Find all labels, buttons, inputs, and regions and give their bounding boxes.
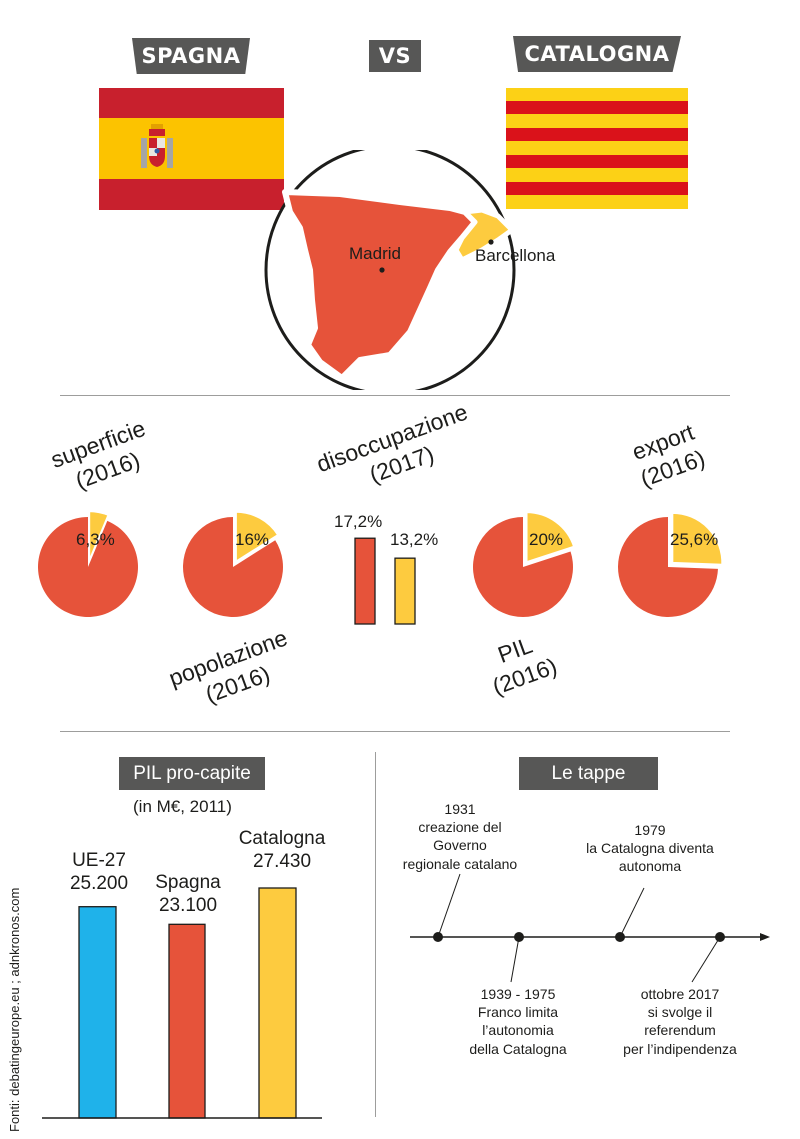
event-2017-line2: si svolge il: [647, 1004, 713, 1021]
event-1979-line3: autonoma: [618, 858, 682, 875]
event-1931: 1931 creazione del Governo regionale cat…: [390, 800, 530, 873]
spain-shape: [282, 189, 478, 381]
title-pil: PIL (2016): [464, 621, 577, 707]
pie-export: [618, 511, 724, 617]
event-1939-1975: 1939 - 1975 Franco limita l’autonomia de…: [448, 985, 588, 1058]
pie-export-label: 25,6%: [670, 530, 719, 549]
title-le-tappe-text: Le tappe: [551, 762, 626, 784]
pie-superficie-label: 6,3%: [76, 530, 115, 549]
pie-popolazione-label: 16%: [235, 530, 270, 549]
banner-spagna-label: SPAGNA: [141, 44, 241, 68]
event-1939-1975-line3: l’autonomia: [482, 1022, 554, 1039]
banner-spagna: SPAGNA: [132, 38, 250, 74]
divider-top: [60, 395, 730, 396]
source-note: Fonti: debatingeurope.eu ; adnkronos.com: [7, 887, 22, 1132]
event-1979-line1: 1979: [634, 822, 666, 838]
section-divider: [375, 752, 376, 1117]
bar-disoccupazione-catalogna: [394, 557, 416, 625]
banner-vs: VS: [369, 40, 421, 72]
timeline-axis: [410, 873, 770, 983]
barcelona-dot: [488, 239, 494, 245]
pie-pil: [473, 511, 576, 617]
event-2017-line1: ottobre 2017: [640, 986, 720, 1002]
bar-label-ue27-name: UE-27: [72, 850, 126, 871]
event-1979: 1979 la Catalogna diventa autonoma: [570, 821, 730, 876]
bar-label-ue27: UE-27 25.200: [58, 850, 140, 896]
pie-slice-catalogna: [671, 511, 724, 566]
event-2017-line4: per l’indipendenza: [623, 1040, 737, 1057]
pie-slice-spagna: [618, 517, 718, 617]
pie-slice-catalogna: [234, 510, 280, 564]
bar-label-catalogna-name: Catalogna: [238, 828, 326, 849]
bar-disoccupazione-catalogna-label: 13,2%: [390, 530, 439, 549]
event-2017: ottobre 2017 si svolge il referendum per…: [605, 985, 755, 1058]
madrid-dot: [379, 267, 385, 273]
bar-label-spagna-value: 23.100: [158, 894, 218, 916]
title-superficie: superficie (2016): [32, 409, 173, 505]
bars-disoccupazione: [354, 537, 416, 625]
title-pil-procapite: PIL pro-capite: [119, 757, 265, 790]
event-1979-line2: la Catalogna diventa: [586, 840, 714, 857]
pie-slice-catalogna: [88, 510, 110, 562]
catalonia-flag: [506, 88, 688, 209]
bar-disoccupazione-spagna: [354, 537, 376, 625]
timeline-dot-1931: [433, 932, 443, 942]
event-1931-line3: Governo: [433, 837, 487, 854]
connector-2017: [691, 936, 721, 983]
pie-superficie: [38, 510, 139, 617]
title-disoccupazione: disoccupazione (2017): [298, 393, 495, 510]
pie-popolazione: [182, 510, 283, 617]
event-2017-line3: referendum: [644, 1022, 716, 1039]
spain-map: [264, 150, 516, 390]
pie-slice-catalogna: [525, 511, 576, 564]
pie-slice-spagna: [473, 517, 573, 617]
title-le-tappe: Le tappe: [519, 757, 658, 790]
title-export: export (2016): [607, 411, 729, 500]
event-1931-line1: 1931: [444, 801, 476, 817]
banner-catalogna-label: CATALOGNA: [524, 42, 670, 66]
connector-1979: [619, 887, 645, 938]
city-label-barcellona: Barcellona: [475, 246, 556, 265]
pie-slice-spagna: [38, 517, 139, 617]
bar-pil-ue27: [78, 906, 117, 1119]
bar-label-spagna: Spagna 23.100: [147, 872, 229, 918]
pie-slice-spagna: [182, 517, 283, 617]
event-1939-1975-line4: della Catalogna: [469, 1040, 567, 1057]
timeline-arrow-icon: [760, 933, 770, 941]
city-label-madrid: Madrid: [349, 244, 401, 263]
banner-catalogna: CATALOGNA: [513, 36, 681, 72]
event-1939-1975-line1: 1939 - 1975: [480, 986, 556, 1002]
divider-bottom: [60, 731, 730, 732]
spain-flag: [99, 88, 284, 210]
bar-pil-catalogna: [258, 887, 297, 1119]
subtitle-pil-procapite: (in M€, 2011): [133, 797, 232, 816]
bar-label-catalogna-value: 27.430: [252, 850, 312, 872]
event-1931-line2: creazione del: [418, 819, 502, 836]
bar-label-ue27-value: 25.200: [69, 872, 129, 894]
coat-of-arms-icon: [141, 124, 173, 168]
connector-1939: [510, 936, 520, 983]
connector-1931: [437, 873, 461, 938]
banner-vs-label: VS: [378, 44, 412, 68]
event-1931-line4: regionale catalano: [402, 855, 518, 872]
timeline-dot-1979: [615, 932, 625, 942]
catalonia-shape: [453, 207, 515, 263]
title-popolazione: popolazione (2016): [153, 620, 313, 723]
bar-pil-spagna: [168, 923, 206, 1119]
timeline-dot-2017: [715, 932, 725, 942]
timeline-dot-1939: [514, 932, 524, 942]
title-pil-procapite-text: PIL pro-capite: [133, 762, 251, 784]
pie-pil-label: 20%: [529, 530, 564, 549]
bar-disoccupazione-spagna-label: 17,2%: [334, 512, 383, 531]
event-1939-1975-line2: Franco limita: [477, 1004, 559, 1021]
bar-label-catalogna: Catalogna 27.430: [227, 828, 337, 874]
bars-pil-procapite: [42, 887, 322, 1119]
bar-label-spagna-name: Spagna: [155, 872, 221, 893]
